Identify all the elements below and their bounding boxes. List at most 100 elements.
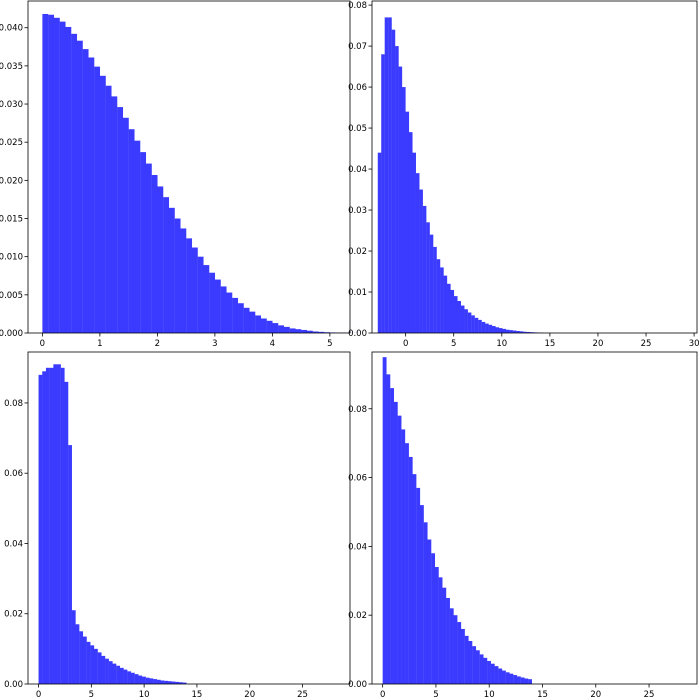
- histogram-bar: [460, 305, 465, 333]
- histogram-bar: [116, 665, 120, 684]
- y-tick-label: 0.000: [0, 329, 23, 339]
- axes-frame: [27, 0, 351, 334]
- histogram-bar: [478, 319, 482, 333]
- histogram-bar: [475, 650, 480, 684]
- histogram-bar: [516, 676, 521, 684]
- y-tick-label: 0.010: [0, 253, 23, 263]
- histogram-bar: [405, 111, 410, 333]
- histogram-bar: [306, 330, 313, 333]
- y-tick-label: 0.00: [348, 680, 367, 690]
- histogram-bar: [94, 66, 101, 333]
- histogram-bar: [122, 117, 129, 334]
- histogram-bar: [209, 272, 216, 333]
- y-tick-label: 0.02: [348, 247, 367, 257]
- histogram-bar: [99, 75, 106, 334]
- y-tick-label: 0.04: [4, 539, 23, 549]
- histogram-bar: [415, 173, 420, 333]
- histogram-bar: [479, 654, 484, 684]
- histogram-bar: [386, 374, 391, 684]
- histogram-bar: [93, 648, 98, 684]
- histogram-bar: [423, 522, 428, 684]
- histogram-bar: [509, 330, 513, 333]
- y-tick-label: 0.03: [348, 206, 367, 216]
- y-tick-label: 0.06: [348, 83, 367, 93]
- x-tick-label: 0: [403, 339, 408, 349]
- histogram-bar: [505, 672, 510, 684]
- histogram-bar: [220, 286, 227, 333]
- histogram-bar: [382, 357, 387, 684]
- histogram-bar: [483, 657, 488, 684]
- y-tick-label: 0.02: [348, 611, 367, 621]
- histogram-bar: [123, 669, 128, 684]
- histogram-bar: [134, 140, 141, 333]
- y-tick-label: 0.020: [0, 176, 23, 186]
- histogram-bar: [412, 474, 417, 684]
- histogram-bar: [438, 577, 443, 684]
- x-tick-label: 2: [155, 339, 160, 349]
- x-tick-label: 5: [433, 690, 438, 700]
- histogram-bar: [48, 14, 55, 334]
- axes-frame: [371, 0, 698, 334]
- histogram-bar: [502, 328, 506, 333]
- x-tick-label: 20: [593, 339, 604, 349]
- x-tick-label: 5: [327, 339, 332, 349]
- histogram-bar: [243, 307, 250, 333]
- histogram-bar: [64, 381, 69, 684]
- histogram-bar: [117, 107, 124, 333]
- histogram-bar: [402, 87, 406, 333]
- histogram-bar: [505, 329, 510, 333]
- histogram-bar: [467, 312, 472, 333]
- histogram-bar: [197, 256, 204, 333]
- histogram-bar: [134, 674, 139, 684]
- histogram-bar: [65, 26, 72, 333]
- histogram-bar: [171, 681, 176, 684]
- histogram-bar: [450, 289, 455, 333]
- y-tick-label: 0.04: [348, 542, 367, 552]
- histogram-bar: [191, 247, 198, 333]
- histogram-bar: [494, 666, 499, 684]
- histogram-bar: [481, 321, 486, 333]
- x-tick-label: 20: [590, 690, 601, 700]
- histogram-bar: [519, 331, 524, 333]
- histogram-bar: [71, 610, 76, 684]
- histogram-bar: [164, 680, 169, 684]
- histogram-bar: [474, 317, 479, 333]
- histogram-bar: [377, 152, 382, 333]
- histogram-bar: [97, 652, 102, 684]
- x-tick-label: 4: [270, 339, 275, 349]
- histogram-bar: [145, 163, 152, 333]
- histogram-bar: [398, 66, 403, 333]
- x-tick-label: 15: [544, 339, 555, 349]
- x-tick-label: 5: [451, 339, 456, 349]
- histogram-bar: [429, 234, 434, 333]
- histogram-bar: [516, 330, 520, 333]
- histogram-bar: [130, 672, 135, 684]
- histogram-bar: [82, 636, 87, 684]
- x-tick-label: 0: [40, 339, 45, 349]
- histogram-bar: [471, 315, 475, 333]
- y-tick-label: 0.00: [348, 329, 367, 339]
- histogram-bar: [108, 661, 113, 684]
- histogram-bar: [272, 323, 279, 333]
- x-tick-label: 0: [380, 690, 385, 700]
- histogram-bar: [68, 445, 72, 684]
- histogram-bar: [260, 318, 267, 333]
- x-tick-label: 15: [537, 690, 548, 700]
- histogram-bar: [42, 371, 47, 684]
- histogram-bar: [157, 186, 164, 333]
- axes-frame: [371, 351, 698, 685]
- chart-panel-1: 0 1 2 3 4 5 0.000 0.005 0.010 0.015 0.020 0.025 0.03…: [0, 0, 359, 349]
- histogram-bar: [513, 675, 518, 684]
- histogram-bar: [79, 631, 84, 684]
- histogram-bar: [495, 327, 500, 333]
- x-tick-label: 15: [192, 690, 203, 700]
- histogram-bar: [101, 655, 106, 684]
- x-tick-label: 25: [297, 690, 308, 700]
- histogram-bar: [301, 329, 308, 333]
- histogram-bar: [167, 681, 172, 684]
- histogram-bar: [449, 608, 454, 684]
- histogram-bar: [488, 324, 493, 333]
- histogram-bar: [156, 679, 161, 684]
- histogram-bar: [492, 326, 496, 333]
